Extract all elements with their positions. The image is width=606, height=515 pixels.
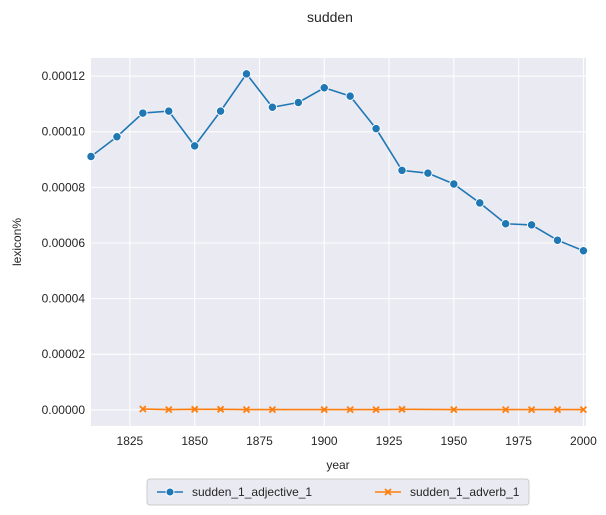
data-point — [164, 106, 174, 116]
data-point — [319, 83, 329, 93]
data-point — [501, 219, 511, 229]
legend-item-1: sudden_1_adverb_1 — [375, 485, 520, 499]
data-point — [423, 168, 433, 178]
y-tick-label: 0.00002 — [42, 347, 86, 361]
data-point — [346, 405, 354, 414]
legend-item-0: sudden_1_adjective_1 — [157, 485, 312, 499]
x-tick-label: 1925 — [376, 434, 403, 448]
x-tick-label: 1850 — [181, 434, 208, 448]
y-tick-label: 0.00004 — [42, 292, 86, 306]
data-point — [86, 151, 96, 162]
chart-title: sudden — [307, 9, 353, 25]
y-axis-ticks: 0.00000 0.00002 0.00004 0.00006 0.00008 0.000… — [42, 69, 86, 417]
data-point — [475, 198, 485, 208]
y-tick-label: 0.00012 — [42, 69, 86, 83]
data-point — [139, 405, 147, 413]
data-point — [216, 405, 225, 413]
legend-label: sudden_1_adverb_1 — [410, 485, 520, 499]
data-point — [552, 235, 563, 245]
legend-marker — [165, 487, 175, 497]
x-axis-label: year — [326, 458, 349, 472]
data-point — [553, 405, 562, 414]
series-1 — [139, 405, 588, 414]
data-point — [267, 102, 278, 112]
legend: sudden_1_adjective_1 sudden_1_adverb_1 — [146, 478, 530, 506]
data-point — [191, 405, 199, 413]
x-tick-label: 2000 — [570, 434, 597, 448]
data-point — [112, 132, 122, 142]
x-tick-label: 1825 — [117, 434, 144, 448]
data-point — [397, 165, 407, 176]
data-point — [293, 97, 303, 108]
series-layer — [86, 69, 589, 414]
data-point — [450, 405, 458, 414]
data-point — [398, 405, 406, 413]
data-point — [449, 179, 459, 189]
y-tick-label: 0.00006 — [42, 236, 86, 250]
legend-label: sudden_1_adjective_1 — [192, 485, 312, 499]
data-point — [578, 246, 589, 256]
data-point — [502, 405, 510, 414]
data-point — [526, 220, 537, 230]
plot-area — [91, 58, 586, 426]
series-0 — [86, 69, 589, 256]
data-point — [268, 405, 277, 414]
x-tick-label: 1900 — [311, 434, 338, 448]
data-point — [165, 405, 173, 414]
data-point — [242, 405, 251, 414]
data-point — [527, 405, 536, 414]
data-point — [579, 405, 588, 414]
data-point — [320, 405, 328, 414]
y-tick-label: 0.00000 — [42, 403, 86, 417]
x-tick-label: 1975 — [505, 434, 532, 448]
y-axis-label: lexicon% — [10, 218, 24, 266]
y-tick-label: 0.00008 — [42, 180, 86, 194]
legend-marker — [384, 488, 392, 496]
data-point — [345, 91, 355, 101]
legend-box — [146, 478, 530, 506]
x-axis-ticks: 1825 1850 1875 1900 1925 1950 1975 2000 — [117, 434, 598, 448]
x-tick-label: 1950 — [440, 434, 467, 448]
data-point — [190, 141, 200, 151]
y-tick-label: 0.00010 — [42, 125, 86, 139]
series-line — [90, 73, 584, 252]
data-point — [372, 405, 380, 414]
data-point — [138, 108, 148, 118]
data-point — [215, 106, 226, 116]
data-point — [371, 124, 381, 134]
x-tick-label: 1875 — [246, 434, 273, 448]
data-point — [241, 69, 252, 79]
series-line — [142, 408, 584, 411]
